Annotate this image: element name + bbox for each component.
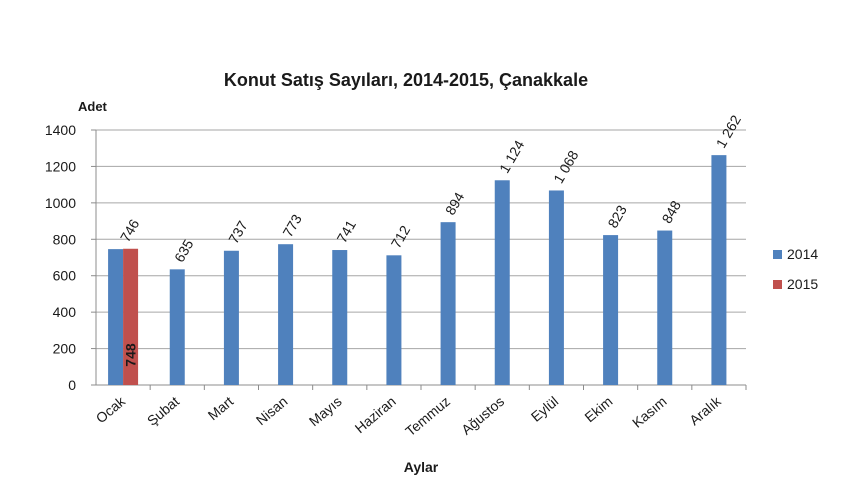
x-tick-label: Şubat — [144, 393, 182, 429]
gridlines — [95, 129, 746, 386]
y-tick-label: 0 — [68, 377, 76, 393]
legend-swatch-2015 — [773, 280, 782, 289]
y-tick-label: 1400 — [45, 122, 76, 138]
x-tick-label: Haziran — [352, 393, 399, 436]
bar-2014 — [494, 180, 510, 385]
data-label: 823 — [604, 202, 630, 230]
bars — [108, 155, 727, 385]
x-tick-label: Eylül — [528, 393, 562, 425]
x-tick-label: Ekim — [581, 393, 615, 425]
y-tick-label: 600 — [53, 268, 77, 284]
y-tick-label: 200 — [53, 341, 77, 357]
y-tick-label: 400 — [53, 304, 77, 320]
x-tick-label: Ocak — [93, 392, 129, 426]
data-label: 1 124 — [496, 137, 527, 176]
legend-label-2015: 2015 — [787, 276, 818, 292]
y-axis-ticks: 0 200 400 600 800 1000 1200 1400 — [45, 122, 96, 393]
bar-2014 — [278, 244, 294, 385]
x-tick-label: Mayıs — [306, 393, 345, 429]
bar-2014 — [332, 250, 348, 385]
bar-2014 — [603, 235, 619, 385]
legend: 2014 2015 — [773, 246, 818, 292]
x-tick-label: Aralık — [686, 392, 724, 428]
legend-label-2014: 2014 — [787, 246, 818, 262]
y-tick-label: 1200 — [45, 158, 76, 174]
bar-2014 — [169, 269, 185, 385]
bar-2014 — [548, 190, 564, 385]
data-label: 635 — [171, 236, 197, 264]
y-tick-label: 800 — [53, 231, 77, 247]
x-tick-label: Ağustos — [458, 393, 507, 438]
bar-2014 — [711, 155, 727, 385]
bar-2014 — [657, 230, 673, 385]
legend-swatch-2014 — [773, 250, 782, 259]
data-label: 712 — [388, 222, 414, 250]
x-tick-label: Nisan — [253, 393, 291, 428]
x-tick-label: Mart — [205, 393, 237, 423]
bar-2014 — [386, 255, 402, 385]
data-label: 748 — [123, 343, 139, 367]
chart-title: Konut Satış Sayıları, 2014-2015, Çanakka… — [224, 70, 588, 90]
y-axis-label: Adet — [78, 99, 108, 114]
bar-2014 — [108, 249, 124, 385]
data-label: 894 — [442, 189, 468, 217]
data-label: 848 — [658, 198, 684, 226]
x-axis-ticks: Ocak Şubat Mart Nisan Mayıs Haziran Temmuz Ağus… — [93, 385, 747, 439]
data-label: 737 — [225, 218, 251, 246]
bar-2015 — [123, 248, 139, 385]
bar-2014 — [440, 222, 456, 385]
y-tick-label: 1000 — [45, 195, 76, 211]
x-tick-label: Kasım — [629, 393, 670, 431]
x-tick-label: Temmuz — [402, 393, 453, 439]
x-axis-label: Aylar — [404, 459, 439, 475]
data-label: 741 — [333, 217, 359, 245]
data-label: 746 — [117, 216, 143, 244]
data-label: 1 262 — [713, 112, 744, 151]
bar-2014 — [223, 250, 239, 385]
data-label: 773 — [279, 211, 305, 239]
